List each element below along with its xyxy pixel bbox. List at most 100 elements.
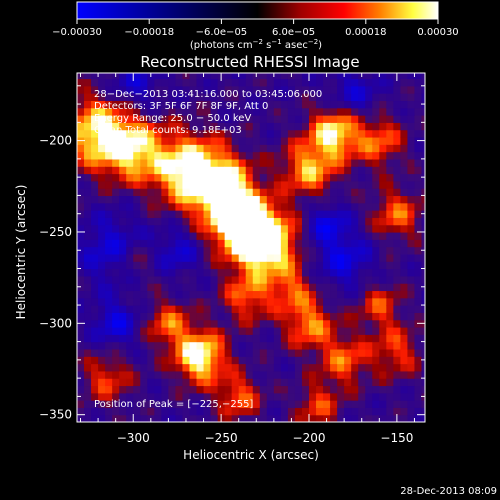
heatmap-cell — [175, 275, 184, 284]
heatmap-cell — [266, 202, 275, 211]
heatmap-cell — [133, 275, 141, 284]
heatmap-cell — [140, 202, 148, 211]
heatmap-cell — [252, 392, 261, 401]
heatmap-cell — [280, 363, 289, 372]
heatmap-cell — [421, 144, 425, 153]
heatmap-cell — [245, 195, 254, 204]
heatmap-cell — [196, 348, 205, 357]
heatmap-cell — [189, 78, 198, 87]
heatmap-cell — [133, 158, 141, 167]
heatmap-cell — [386, 73, 394, 80]
heatmap-cell — [280, 385, 289, 394]
heatmap-cell — [266, 100, 275, 109]
heatmap-cell — [119, 312, 127, 321]
heatmap-cell — [344, 231, 352, 240]
heatmap-cell — [407, 85, 416, 94]
heatmap-cell — [400, 122, 409, 131]
heatmap-cell — [112, 378, 120, 387]
heatmap-cell — [84, 341, 92, 350]
heatmap-cell — [245, 217, 254, 226]
heatmap-cell — [203, 290, 212, 299]
heatmap-cell — [407, 246, 416, 255]
heatmap-cell — [224, 275, 233, 284]
heatmap-cell — [407, 224, 416, 233]
heatmap-cell — [168, 231, 177, 240]
heatmap-cell — [126, 400, 134, 408]
heatmap-cell — [323, 100, 331, 109]
heatmap-cell — [175, 319, 184, 328]
heatmap-cell — [105, 122, 113, 131]
heatmap-cell — [280, 166, 289, 175]
heatmap-cell — [273, 290, 282, 299]
heatmap-cell — [238, 326, 247, 335]
heatmap-cell — [323, 326, 331, 335]
heatmap-cell — [217, 268, 226, 277]
heatmap-cell — [77, 188, 85, 197]
heatmap-cell — [337, 217, 345, 226]
heatmap-cell — [196, 210, 205, 218]
heatmap-cell — [301, 73, 310, 80]
heatmap-cell — [309, 253, 317, 262]
heatmap-cell — [379, 151, 387, 160]
heatmap-cell — [294, 246, 303, 255]
heatmap-cell — [358, 268, 366, 277]
heatmap-cell — [414, 73, 423, 80]
heatmap-cell — [112, 144, 120, 153]
heatmap-cell — [175, 144, 184, 153]
heatmap-cell — [105, 100, 113, 109]
heatmap-cell — [112, 158, 120, 167]
heatmap-cell — [217, 261, 226, 270]
heatmap-cell — [168, 158, 177, 167]
heatmap-cell — [330, 363, 338, 372]
heatmap-cell — [182, 144, 191, 153]
heatmap-cell — [189, 400, 198, 408]
heatmap-cell — [252, 144, 261, 153]
heatmap-cell — [393, 239, 401, 248]
heatmap-cell — [287, 363, 296, 372]
heatmap-cell — [294, 334, 303, 343]
heatmap-cell — [231, 136, 240, 145]
heatmap-cell — [175, 253, 184, 262]
heatmap-cell — [309, 115, 317, 123]
heatmap-cell — [224, 268, 233, 277]
heatmap-cell — [379, 78, 387, 87]
heatmap-cell — [301, 348, 310, 357]
heatmap-cell — [309, 261, 317, 270]
heatmap-cell — [337, 85, 345, 94]
heatmap-cell — [421, 370, 425, 379]
heatmap-cell — [273, 129, 282, 138]
heatmap-cell — [245, 400, 254, 408]
heatmap-cell — [407, 202, 416, 211]
heatmap-cell — [119, 166, 127, 175]
heatmap-cell — [112, 107, 120, 116]
heatmap-cell — [154, 268, 162, 277]
heatmap-cell — [126, 378, 134, 387]
heatmap-cell — [154, 195, 162, 204]
heatmap-cell — [393, 312, 401, 321]
heatmap-cell — [98, 231, 106, 240]
heatmap-cell — [309, 400, 317, 408]
heatmap-cell — [140, 385, 148, 394]
heatmap-cell — [372, 231, 380, 240]
heatmap-cell — [189, 334, 198, 343]
heatmap-cell — [175, 348, 184, 357]
heatmap-cell — [421, 297, 425, 306]
heatmap-cell — [196, 319, 205, 328]
heatmap-cell — [379, 107, 387, 116]
heatmap-cell — [252, 239, 261, 248]
heatmap-cell — [266, 158, 275, 167]
heatmap-cell — [147, 261, 155, 270]
heatmap-cell — [294, 202, 303, 211]
heatmap-cell — [386, 392, 394, 401]
heatmap-cell — [119, 363, 127, 372]
heatmap-cell — [105, 268, 113, 277]
heatmap-cell — [182, 407, 191, 416]
heatmap-cell — [203, 144, 212, 153]
heatmap-cell — [203, 85, 212, 94]
heatmap-cell — [407, 414, 416, 422]
heatmap-cell — [309, 407, 317, 416]
heatmap-cell — [231, 290, 240, 299]
heatmap-cell — [168, 392, 177, 401]
heatmap-cell — [400, 385, 409, 394]
heatmap-cell — [309, 356, 317, 365]
